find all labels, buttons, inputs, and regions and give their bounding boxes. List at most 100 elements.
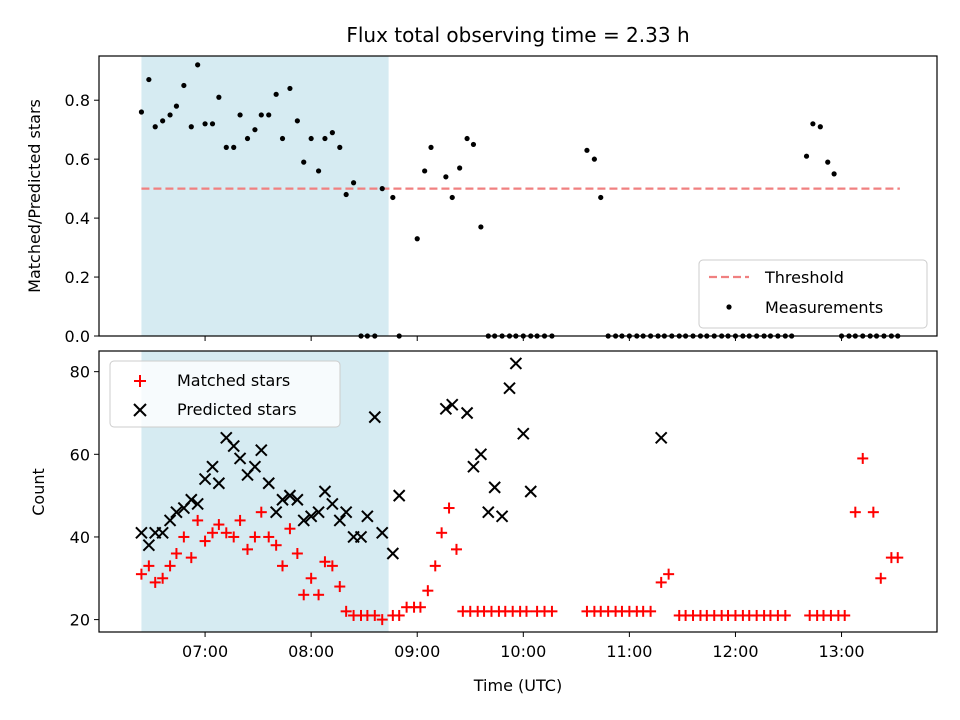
predicted-point	[170, 505, 183, 519]
predicted-point	[156, 526, 169, 540]
predicted-point	[163, 514, 177, 527]
measurement-point	[598, 194, 604, 201]
measurement-point	[457, 165, 463, 171]
predicted-point	[488, 481, 501, 494]
x-tick-label: 08:00	[288, 642, 334, 661]
matched-point	[875, 572, 887, 584]
matched-point	[892, 552, 904, 564]
matched-point	[334, 581, 346, 593]
matched-point	[655, 576, 667, 588]
measurement-point	[258, 112, 264, 118]
predicted-point	[326, 497, 339, 511]
matched-point	[242, 543, 254, 555]
measurement-point	[379, 186, 385, 192]
matched-point	[313, 589, 325, 601]
predicted-point	[509, 357, 523, 370]
matched-point	[839, 609, 851, 621]
measurement-point	[591, 156, 597, 162]
measurement-point	[584, 147, 590, 153]
predicted-point	[212, 477, 226, 490]
top-y-tick-label: 0.8	[65, 91, 90, 110]
matched-point	[450, 543, 462, 555]
measurement-point	[478, 224, 484, 230]
bottom-y-axis-label: Count	[29, 468, 48, 516]
bottom-marks	[135, 357, 904, 626]
matched-point	[143, 560, 155, 572]
x-tick-label: 12:00	[712, 642, 758, 661]
predicted-point	[227, 439, 240, 453]
bottom-x-ticks: 07:00 08:00 09:00 10:00 11:00 12:00 13:00	[182, 632, 865, 661]
x-tick-label: 07:00	[182, 642, 228, 661]
measurement-point	[252, 127, 258, 133]
matched-point	[228, 531, 240, 543]
bottom-y-tick-label: 60	[70, 445, 90, 464]
matched-point	[270, 539, 282, 551]
predicted-point	[495, 510, 509, 523]
measurement-point	[216, 94, 222, 100]
matched-point	[663, 568, 675, 580]
top-y-tick-label: 0.2	[65, 268, 90, 287]
matched-point	[779, 609, 791, 621]
measurement-point	[428, 144, 434, 150]
predicted-point	[312, 505, 325, 519]
measurement-point	[181, 82, 187, 89]
matched-point	[213, 519, 225, 531]
matched-point	[520, 605, 532, 617]
predicted-point	[304, 510, 318, 523]
matched-point	[164, 560, 176, 572]
measurement-point	[315, 168, 322, 174]
matched-point	[291, 547, 303, 559]
legend-matched-label: Matched stars	[177, 371, 290, 390]
top-y-axis-label: Matched/Predicted stars	[25, 99, 44, 293]
measurement-point	[810, 121, 816, 127]
matched-point	[305, 572, 317, 584]
top-panel: 0.00.20.40.60.8 Matched/Predicted stars …	[25, 55, 938, 346]
measurement-point	[294, 118, 300, 124]
predicted-point	[318, 485, 332, 498]
matched-point	[220, 527, 232, 539]
measurement-point	[195, 62, 201, 68]
x-axis-label: Time (UTC)	[473, 676, 562, 695]
matched-point	[178, 531, 190, 543]
measurement-point	[273, 91, 279, 97]
predicted-point	[191, 497, 204, 511]
chart-title: Flux total observing time = 2.33 h	[346, 23, 689, 47]
matched-point	[867, 506, 879, 518]
measurement-point	[266, 112, 272, 118]
predicted-point	[297, 514, 310, 527]
predicted-point	[368, 410, 382, 424]
measurement-point	[308, 135, 314, 142]
matched-point	[192, 514, 204, 526]
predicted-point	[439, 402, 453, 416]
measurement-point	[470, 141, 477, 148]
predicted-point	[446, 398, 459, 411]
matched-point	[185, 552, 197, 564]
bottom-legend: Matched stars Predicted stars	[109, 360, 341, 428]
measurement-point	[337, 144, 343, 150]
legend-matched-swatch	[134, 375, 146, 387]
matched-point	[255, 506, 267, 518]
matched-point	[157, 572, 169, 584]
legend-measurements-swatch	[726, 304, 732, 310]
measurement-point	[231, 144, 237, 150]
measurement-point	[146, 76, 152, 83]
predicted-point	[503, 381, 516, 395]
measurement-point	[301, 159, 307, 165]
matched-point	[135, 568, 147, 580]
predicted-point	[354, 530, 368, 544]
matched-point	[263, 531, 275, 543]
measurement-point	[167, 112, 173, 118]
measurement-point	[322, 135, 328, 142]
top-x-ticks	[204, 336, 843, 341]
predicted-point	[333, 514, 346, 527]
measurement-point	[279, 135, 286, 142]
legend-predicted-label: Predicted stars	[177, 400, 297, 419]
legend-measurements-label: Measurements	[765, 298, 883, 317]
matched-point	[546, 605, 558, 617]
matched-point	[170, 547, 182, 559]
measurement-point	[350, 180, 357, 186]
bottom-y-tick-label: 40	[70, 528, 90, 547]
measurement-point	[138, 109, 145, 115]
measurement-point	[287, 85, 293, 92]
matched-point	[340, 605, 352, 617]
